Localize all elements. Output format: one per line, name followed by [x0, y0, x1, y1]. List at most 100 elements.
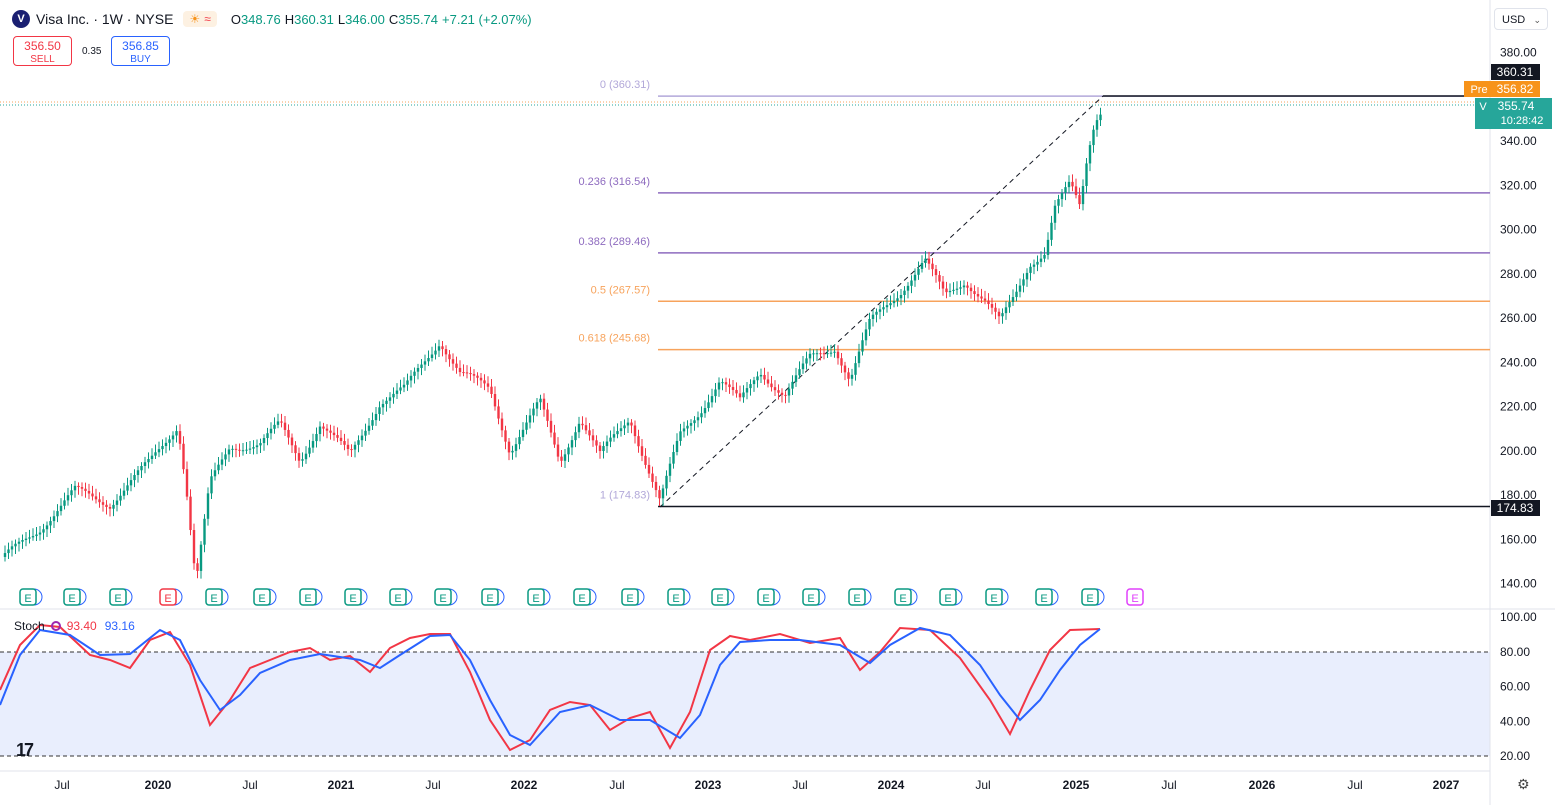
earnings-marker[interactable] [389, 588, 407, 606]
candle-body [651, 473, 654, 482]
earnings-marker[interactable] [711, 588, 729, 606]
close-value: 355.74 [398, 11, 439, 27]
candle-body [735, 389, 738, 394]
candle-body [45, 525, 49, 530]
candle-body [101, 502, 105, 505]
earnings-marker[interactable] [253, 588, 271, 606]
earnings-marker[interactable] [344, 588, 362, 606]
candle-body [889, 303, 892, 306]
candle-body [997, 311, 1001, 317]
candle-body [623, 425, 626, 429]
candle-body [805, 358, 808, 364]
buy-button[interactable]: 356.85 BUY [111, 36, 170, 66]
candle-body [931, 263, 934, 270]
earnings-marker[interactable] [205, 588, 223, 606]
candle-body [791, 381, 794, 389]
earnings-marker[interactable] [1126, 588, 1144, 606]
earnings-marker[interactable] [19, 588, 37, 606]
earnings-marker[interactable] [434, 588, 452, 606]
candle-body [542, 398, 546, 410]
candle-body [294, 445, 297, 454]
price-tick-label: 380.00 [1500, 46, 1537, 60]
time-tick-label: 2025 [1063, 778, 1090, 792]
candle-body [819, 353, 822, 355]
candle-body [619, 428, 623, 432]
time-axis[interactable]: Jul 2020 Jul 2021 Jul 2022 Jul 2023 Jul 2024 Jul 20… [54, 778, 1459, 792]
candle-body [976, 294, 980, 297]
candle-body [290, 437, 294, 446]
earnings-marker[interactable] [894, 588, 912, 606]
candle-body [525, 422, 528, 430]
earnings-marker-letter: E [990, 593, 997, 605]
sell-button[interactable]: 356.50 SELL [13, 36, 72, 66]
candle-body [885, 305, 889, 308]
candle-body [185, 469, 189, 497]
candle-body [283, 422, 287, 430]
symbol-legend[interactable]: V Visa Inc. · 1W · NYSE ☀ ≈ O 348.76 H 360… [12, 9, 532, 29]
candle-body [644, 455, 647, 465]
earnings-marker[interactable] [802, 588, 820, 606]
candle-body [133, 475, 136, 481]
price-tick-label: 180.00 [1500, 488, 1537, 502]
indicator-settings-icon[interactable] [50, 621, 61, 631]
earnings-marker[interactable] [109, 588, 127, 606]
candle-body [945, 288, 948, 293]
candle-body [840, 358, 843, 366]
candle-body [364, 430, 367, 436]
earnings-marker[interactable] [1035, 588, 1053, 606]
candle-body [84, 488, 87, 491]
earnings-marker[interactable] [757, 588, 775, 606]
earnings-marker[interactable] [481, 588, 499, 606]
earnings-marker[interactable] [1081, 588, 1099, 606]
candle-body [252, 447, 255, 449]
market-status-pill[interactable]: ☀ ≈ [183, 11, 217, 27]
candle-body [224, 454, 227, 460]
candle-body [721, 382, 724, 384]
symbol-title[interactable]: Visa Inc. · 1W · NYSE [36, 11, 174, 27]
candle-body [493, 393, 497, 407]
earnings-marker[interactable] [573, 588, 591, 606]
earnings-marker[interactable] [159, 588, 177, 606]
earnings-marker[interactable] [667, 588, 685, 606]
candle-body [406, 380, 409, 385]
candle-body [479, 377, 483, 381]
candle-body [742, 392, 745, 398]
low-label: L [337, 11, 346, 27]
candle-body [588, 430, 591, 436]
gear-icon[interactable]: ⚙ [1517, 776, 1530, 792]
candle-body [724, 382, 728, 385]
earnings-marker[interactable] [527, 588, 545, 606]
stoch-legend[interactable]: Stoch 93.40 93.16 [14, 619, 135, 633]
earnings-marker-letter: E [439, 593, 446, 605]
tradingview-logo-icon[interactable]: 17 [16, 740, 34, 760]
candle-body [766, 379, 770, 384]
fib-trend-line [659, 95, 1104, 508]
candle-body [119, 495, 122, 501]
candle-body [402, 384, 406, 388]
candle-body [154, 452, 157, 456]
candle-body [1043, 254, 1046, 259]
price-axis[interactable]: 380.00 340.00 320.00 300.00 280.00 260.00 240.… [1500, 46, 1537, 591]
candle-body [332, 432, 336, 436]
stoch-axis[interactable]: 100.00 80.00 60.00 40.00 20.00 [1500, 610, 1537, 763]
candle-body [1039, 258, 1043, 262]
earnings-marker[interactable] [299, 588, 317, 606]
candle-body [336, 435, 339, 438]
earnings-marker[interactable] [63, 588, 81, 606]
candle-body [1067, 181, 1071, 188]
earnings-marker[interactable] [939, 588, 957, 606]
candle-body [612, 434, 616, 438]
candle-body [248, 448, 252, 450]
earnings-marker[interactable] [621, 588, 639, 606]
candle-body [238, 449, 241, 451]
candle-body [910, 280, 913, 286]
currency-selector[interactable]: USD ⌄ [1494, 8, 1548, 30]
candle-body [784, 394, 787, 396]
earnings-marker[interactable] [985, 588, 1003, 606]
earnings-marker[interactable] [848, 588, 866, 606]
candle-body [455, 363, 458, 368]
fib-retracement[interactable]: 0 (360.31) 0.236 (316.54) 0.382 (289.46) 0.… [578, 79, 1490, 508]
candle-body [637, 436, 640, 447]
